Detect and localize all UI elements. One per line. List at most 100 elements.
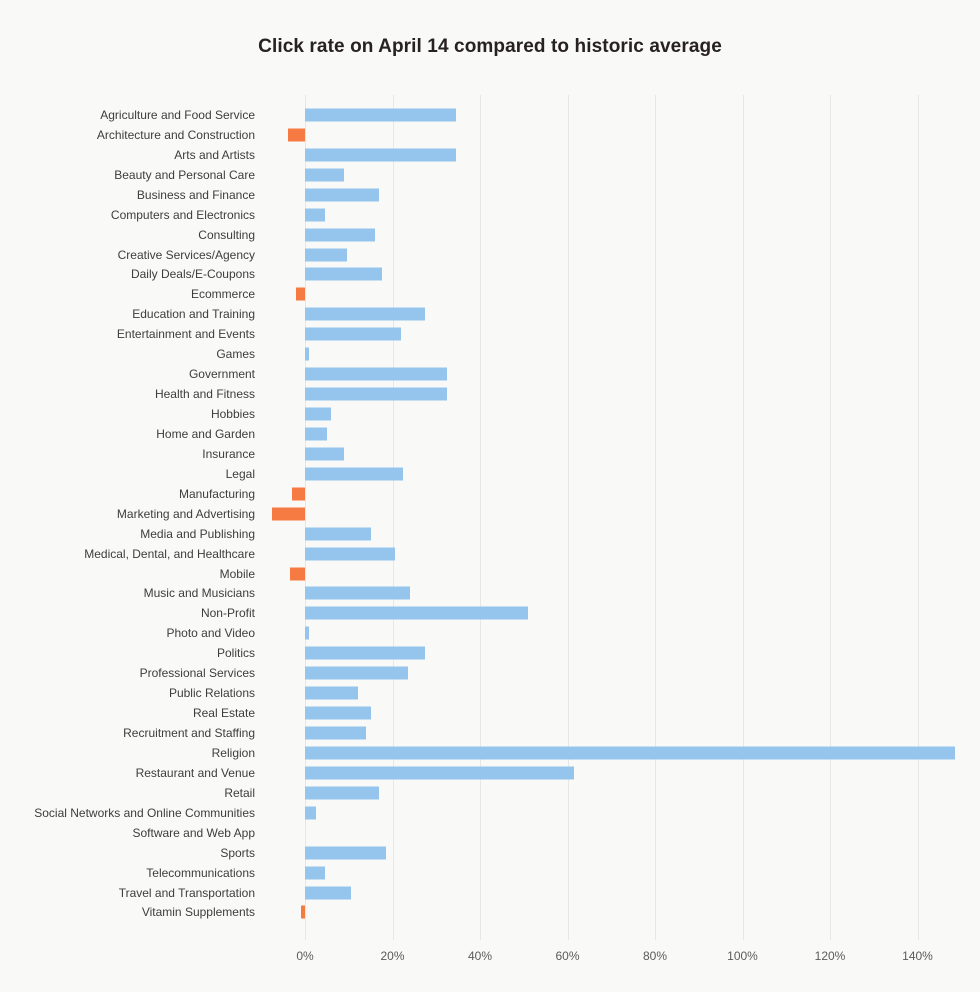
positive-bar: [305, 586, 410, 600]
chart-row: Computers and Electronics: [0, 205, 980, 225]
positive-bar: [305, 606, 529, 620]
category-label: Religion: [211, 745, 255, 760]
bar-area: [255, 683, 980, 703]
chart-row: Social Networks and Online Communities: [0, 803, 980, 823]
chart-row: Architecture and Construction: [0, 125, 980, 145]
positive-bar: [305, 267, 382, 281]
positive-bar: [305, 387, 448, 401]
category-label: Medical, Dental, and Healthcare: [84, 546, 255, 561]
bar-area: [255, 903, 980, 923]
positive-bar: [305, 188, 380, 202]
bar-area: [255, 783, 980, 803]
category-label: Legal: [225, 466, 255, 481]
category-label: Health and Fitness: [154, 387, 255, 402]
chart-row: Sports: [0, 843, 980, 863]
category-label: Mobile: [219, 566, 255, 581]
bar-area: [255, 564, 980, 584]
x-tick-label: 40%: [467, 949, 493, 963]
bar-area: [255, 883, 980, 903]
bar-area: [255, 125, 980, 145]
chart-row: Media and Publishing: [0, 524, 980, 544]
chart-row: Public Relations: [0, 683, 980, 703]
chart-row: Photo and Video: [0, 623, 980, 643]
chart-row: Entertainment and Events: [0, 324, 980, 344]
category-label: Recruitment and Staffing: [123, 726, 255, 741]
category-label: Vitamin Supplements: [141, 905, 255, 920]
positive-bar: [305, 866, 325, 880]
category-label: Beauty and Personal Care: [114, 167, 255, 182]
x-tick-label: 20%: [380, 949, 405, 963]
negative-bar: [291, 487, 305, 501]
category-label: Home and Garden: [156, 426, 255, 441]
category-label: Daily Deals/E-Coupons: [130, 267, 255, 282]
gridline-100%: [742, 95, 744, 940]
category-label: Media and Publishing: [140, 526, 255, 541]
bar-area: [255, 603, 980, 623]
bar-area: [255, 145, 980, 165]
positive-bar: [305, 646, 426, 660]
bar-area: [255, 424, 980, 444]
category-label: Retail: [224, 785, 255, 800]
category-label: Politics: [216, 646, 255, 661]
x-tick-label: 0%: [296, 949, 314, 963]
chart-row: Hobbies: [0, 404, 980, 424]
category-label: Games: [216, 347, 255, 362]
category-label: Photo and Video: [166, 626, 255, 641]
chart-row: Legal: [0, 464, 980, 484]
positive-bar: [305, 527, 371, 541]
chart-row: Telecommunications: [0, 863, 980, 883]
x-tick-label: 140%: [902, 949, 933, 963]
category-label: Marketing and Advertising: [116, 506, 255, 521]
positive-bar: [305, 547, 395, 561]
chart-row: Restaurant and Venue: [0, 763, 980, 783]
negative-bar: [289, 567, 305, 581]
negative-bar: [300, 905, 305, 919]
category-label: Ecommerce: [190, 287, 255, 302]
positive-bar: [305, 686, 358, 700]
category-label: Insurance: [202, 446, 255, 461]
bar-area: [255, 384, 980, 404]
chart-row: Vitamin Supplements: [0, 903, 980, 923]
chart-row: Insurance: [0, 444, 980, 464]
gridline-140%: [917, 95, 919, 940]
bar-area: [255, 703, 980, 723]
category-label: Telecommunications: [146, 865, 255, 880]
gridline-60%: [567, 95, 569, 940]
chart-row: Non-Profit: [0, 603, 980, 623]
bar-area: [255, 165, 980, 185]
chart-row: Religion: [0, 743, 980, 763]
chart-title: Click rate on April 14 compared to histo…: [258, 36, 722, 57]
x-tick-label: 60%: [555, 949, 580, 963]
chart-row: Politics: [0, 643, 980, 663]
category-label: Hobbies: [210, 407, 255, 422]
bar-area: [255, 723, 980, 743]
category-label: Non-Profit: [200, 606, 255, 621]
chart-row: Creative Services/Agency: [0, 245, 980, 265]
category-label: Agriculture and Food Service: [100, 107, 255, 122]
category-label: Government: [188, 367, 255, 382]
bar-area: [255, 584, 980, 604]
positive-bar: [305, 327, 402, 341]
x-tick-label: 120%: [814, 949, 846, 963]
bar-area: [255, 484, 980, 504]
category-label: Software and Web App: [132, 825, 255, 840]
bar-area: [255, 803, 980, 823]
bar-area: [255, 843, 980, 863]
positive-bar: [305, 746, 955, 760]
positive-bar: [305, 886, 351, 900]
chart-row: Software and Web App: [0, 823, 980, 843]
category-label: Music and Musicians: [143, 586, 255, 601]
category-label: Architecture and Construction: [96, 127, 255, 142]
negative-bar: [287, 128, 305, 142]
bar-area: [255, 763, 980, 783]
bar-area: [255, 245, 980, 265]
positive-bar: [305, 766, 575, 780]
category-label: Creative Services/Agency: [117, 247, 255, 262]
bar-area: [255, 444, 980, 464]
bar-area: [255, 364, 980, 384]
negative-bar: [272, 507, 305, 521]
chart-row: Health and Fitness: [0, 384, 980, 404]
chart-row: Marketing and Advertising: [0, 504, 980, 524]
category-label: Education and Training: [132, 307, 255, 322]
category-label: Computers and Electronics: [110, 207, 255, 222]
